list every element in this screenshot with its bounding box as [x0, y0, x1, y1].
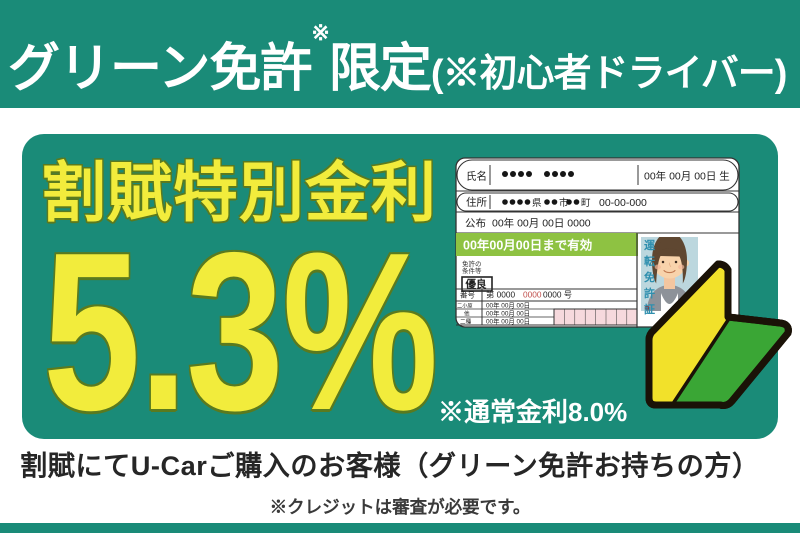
svg-text:0000 号: 0000 号 — [543, 290, 572, 300]
svg-text:00年00月00日まで有効: 00年00月00日まで有効 — [463, 238, 592, 253]
svg-text:公布: 公布 — [465, 218, 486, 230]
svg-text:県: 県 — [532, 198, 542, 209]
svg-text:町: 町 — [581, 198, 591, 209]
svg-text:二小原: 二小原 — [457, 302, 473, 310]
svg-text:0000: 0000 — [523, 290, 542, 300]
svg-text:00年 00月 00日 生: 00年 00月 00日 生 — [644, 170, 730, 183]
svg-text:氏名: 氏名 — [466, 170, 487, 183]
svg-text:条件等: 条件等 — [462, 266, 482, 275]
svg-text:住所: 住所 — [466, 196, 487, 209]
svg-text:00年 00月 00日 0000: 00年 00月 00日 0000 — [492, 217, 591, 230]
svg-text:00年 00月 00日: 00年 00月 00日 — [486, 309, 530, 318]
svg-text:00-00-000: 00-00-000 — [599, 197, 647, 209]
svg-text:番号: 番号 — [460, 290, 475, 300]
svg-text:二種: 二種 — [460, 318, 472, 326]
svg-text:00年 00月 00日: 00年 00月 00日 — [486, 301, 530, 310]
svg-text:他: 他 — [464, 310, 470, 318]
svg-text:運: 運 — [644, 239, 656, 252]
svg-text:第 0000: 第 0000 — [486, 290, 515, 300]
svg-text:免許の: 免許の — [462, 259, 482, 268]
svg-text:00年 00月 00日: 00年 00月 00日 — [486, 317, 530, 326]
